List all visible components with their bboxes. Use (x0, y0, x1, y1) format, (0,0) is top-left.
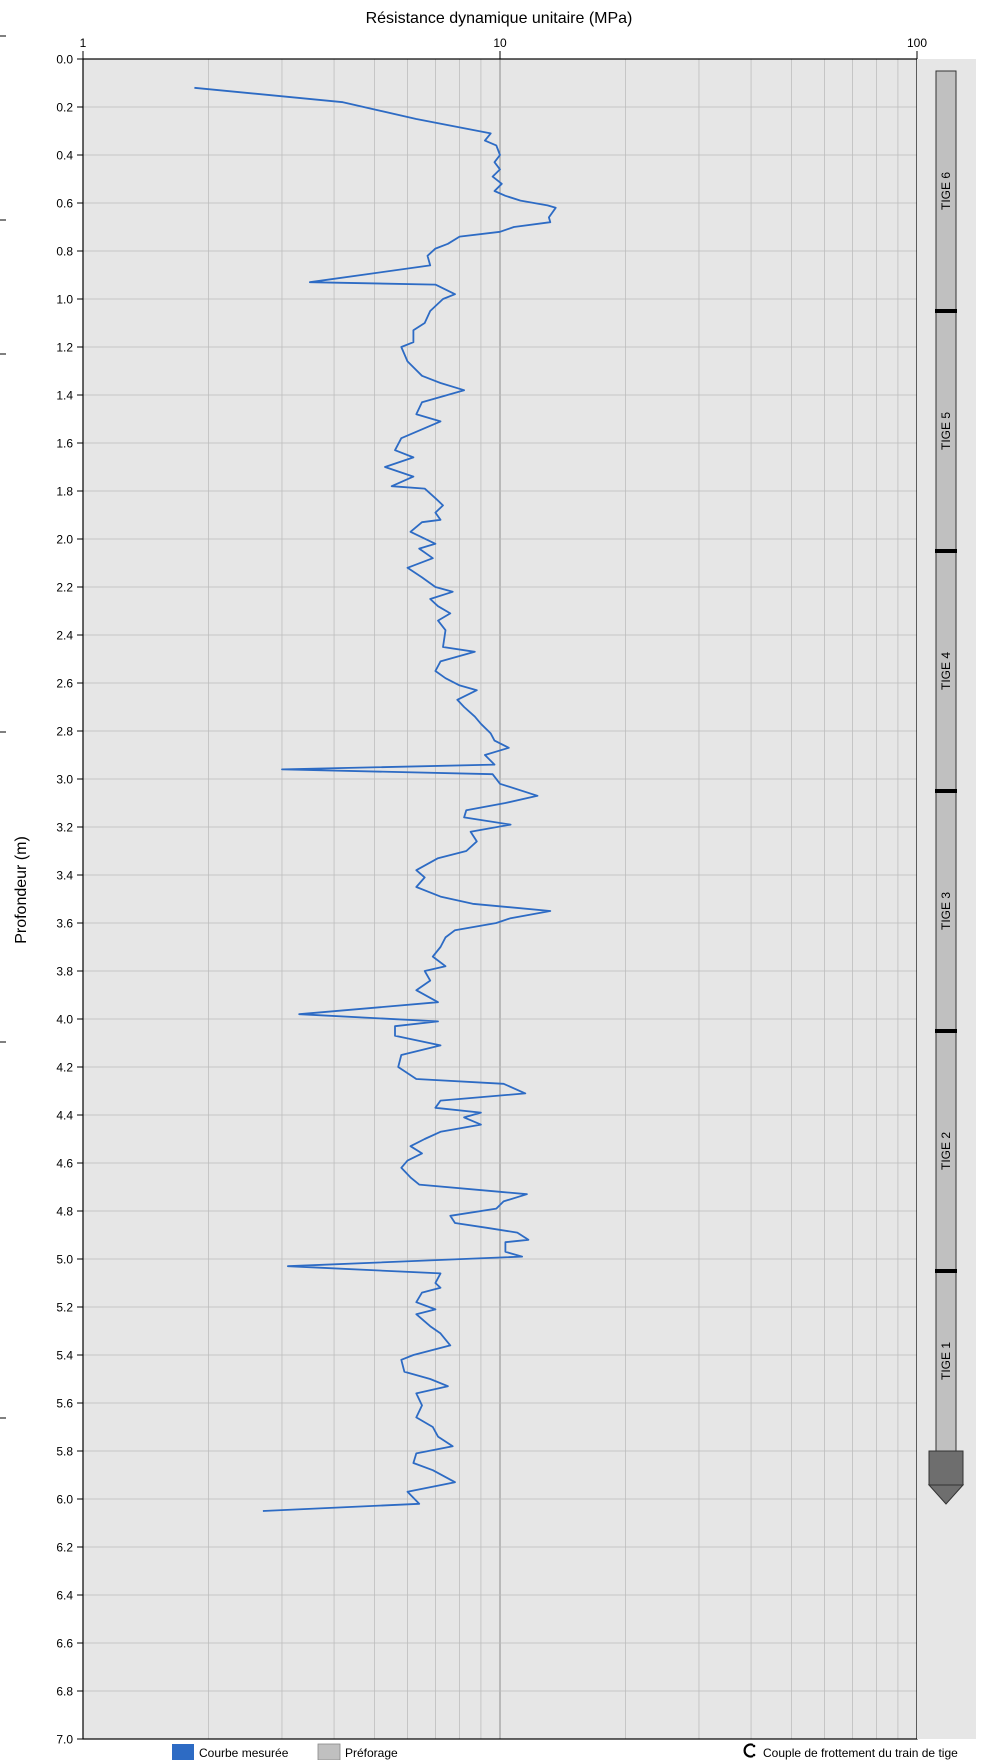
y-tick-label: 3.4 (56, 869, 73, 883)
y-tick-label: 6.0 (56, 1493, 73, 1507)
rod-label: TIGE 2 (939, 1132, 953, 1170)
chart-title: Résistance dynamique unitaire (MPa) (366, 10, 633, 27)
y-axis-label: Profondeur (m) (13, 836, 30, 944)
y-tick-label: 0.4 (56, 149, 73, 163)
y-tick-label: 1.2 (56, 341, 73, 355)
y-tick-label: 4.2 (56, 1061, 73, 1075)
y-tick-label: 5.6 (56, 1397, 73, 1411)
legend-swatch-preforage (317, 1743, 341, 1760)
y-tick-label: 4.0 (56, 1013, 73, 1027)
y-tick-label: 6.8 (56, 1685, 73, 1699)
y-tick-label: 6.2 (56, 1541, 73, 1555)
y-tick-label: 4.8 (56, 1205, 73, 1219)
y-tick-label: 2.2 (56, 581, 73, 595)
y-tick-label: 5.4 (56, 1349, 73, 1363)
rod-tip-block (928, 1450, 964, 1486)
rod-label: TIGE 4 (939, 652, 953, 690)
y-tick-label: 1.6 (56, 437, 73, 451)
rod-joint (935, 1029, 957, 1033)
y-axis: 0.0 0.2 0.4 0.6 0.8 1.0 1.2 1.4 1.6 1.8 2.0 2.2 2.4 2… (56, 53, 83, 1747)
y-tick-label: 0.6 (56, 197, 73, 211)
y-tick-label: 7.0 (56, 1733, 73, 1747)
y-tick-label: 2.6 (56, 677, 73, 691)
y-tick-label: 6.4 (56, 1589, 73, 1603)
y-tick-label: 0.2 (56, 101, 73, 115)
y-tick-label: 1.4 (56, 389, 73, 403)
legend-label-torque: Couple de frottement du train de tige (763, 1746, 958, 1760)
legend-label-preforage: Préforage (345, 1746, 398, 1760)
y-tick-label: 5.8 (56, 1445, 73, 1459)
y-tick-label: 0.0 (56, 53, 73, 67)
legend-label-measured: Courbe mesurée (199, 1746, 289, 1760)
y-tick-label: 5.0 (56, 1253, 73, 1267)
rod-label: TIGE 5 (939, 412, 953, 450)
x-axis: 1 10 100 (80, 36, 927, 59)
y-tick-label: 3.0 (56, 773, 73, 787)
legend-swatch-measured (172, 1744, 194, 1760)
y-tick-label: 2.4 (56, 629, 73, 643)
torque-icon (743, 1743, 756, 1758)
rod-label: TIGE 1 (939, 1342, 953, 1380)
legend: Courbe mesurée Préforage Couple de frott… (172, 1743, 958, 1760)
rod-shaft (935, 70, 957, 1452)
rod-joint (935, 309, 957, 313)
rod-joint (935, 789, 957, 793)
rod-label: TIGE 3 (939, 892, 953, 930)
y-tick-label: 0.8 (56, 245, 73, 259)
left-edge-marks (0, 35, 6, 1419)
y-tick-label: 1.0 (56, 293, 73, 307)
y-tick-label: 4.4 (56, 1109, 73, 1123)
y-tick-label: 3.6 (56, 917, 73, 931)
y-tick-label: 3.2 (56, 821, 73, 835)
rod-column: TIGE 6 TIGE 5 TIGE 4 TIGE 3 TIGE 2 TIGE 1 (917, 59, 976, 1739)
y-tick-label: 5.2 (56, 1301, 73, 1315)
series-line-measured (194, 86, 557, 1512)
x-tick-label: 100 (907, 36, 927, 50)
rod-joint (935, 549, 957, 553)
y-tick-label: 1.8 (56, 485, 73, 499)
series-layer (194, 86, 557, 1512)
y-tick-label: 6.6 (56, 1637, 73, 1651)
y-tick-label: 2.0 (56, 533, 73, 547)
y-tick-label: 3.8 (56, 965, 73, 979)
rod-label: TIGE 6 (939, 172, 953, 210)
y-tick-label: 4.6 (56, 1157, 73, 1171)
x-tick-label: 10 (493, 36, 507, 50)
x-tick-label: 1 (80, 36, 87, 50)
grid (83, 59, 917, 1739)
y-tick-label: 2.8 (56, 725, 73, 739)
rod-joint (935, 1269, 957, 1273)
rod-cone (927, 1484, 965, 1505)
